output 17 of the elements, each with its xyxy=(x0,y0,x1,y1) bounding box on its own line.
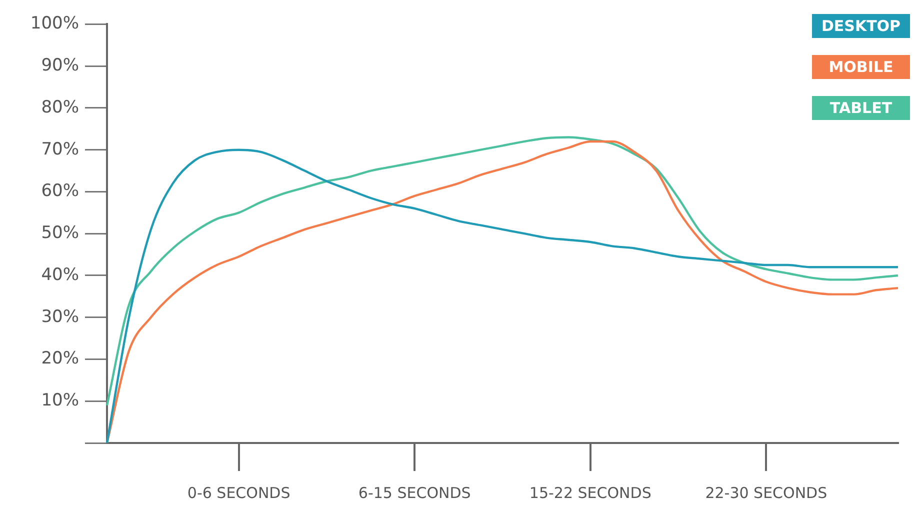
y-tick-label: 10% xyxy=(41,390,79,411)
x-tick-label: 15-22 SECONDS xyxy=(529,484,652,502)
y-tick-label: 70% xyxy=(41,139,79,160)
y-tick-label: 20% xyxy=(41,348,79,369)
y-tick-label: 90% xyxy=(41,56,79,76)
y-tick-label: 60% xyxy=(41,181,79,202)
x-tick-label: 22-30 SECONDS xyxy=(705,484,828,502)
y-tick-label: 80% xyxy=(41,97,79,118)
text: DESKTOP xyxy=(821,16,901,35)
y-tick-label: 100% xyxy=(30,14,79,34)
x-tick-label: 6-15 SECONDS xyxy=(358,484,471,502)
text: TABLET xyxy=(830,98,893,117)
y-tick-label: 40% xyxy=(41,264,79,285)
y-tick-label: 50% xyxy=(41,223,79,244)
y-tick-label: 30% xyxy=(41,306,79,327)
text: MOBILE xyxy=(828,58,894,76)
x-tick-label: 0-6 SECONDS xyxy=(187,484,290,502)
